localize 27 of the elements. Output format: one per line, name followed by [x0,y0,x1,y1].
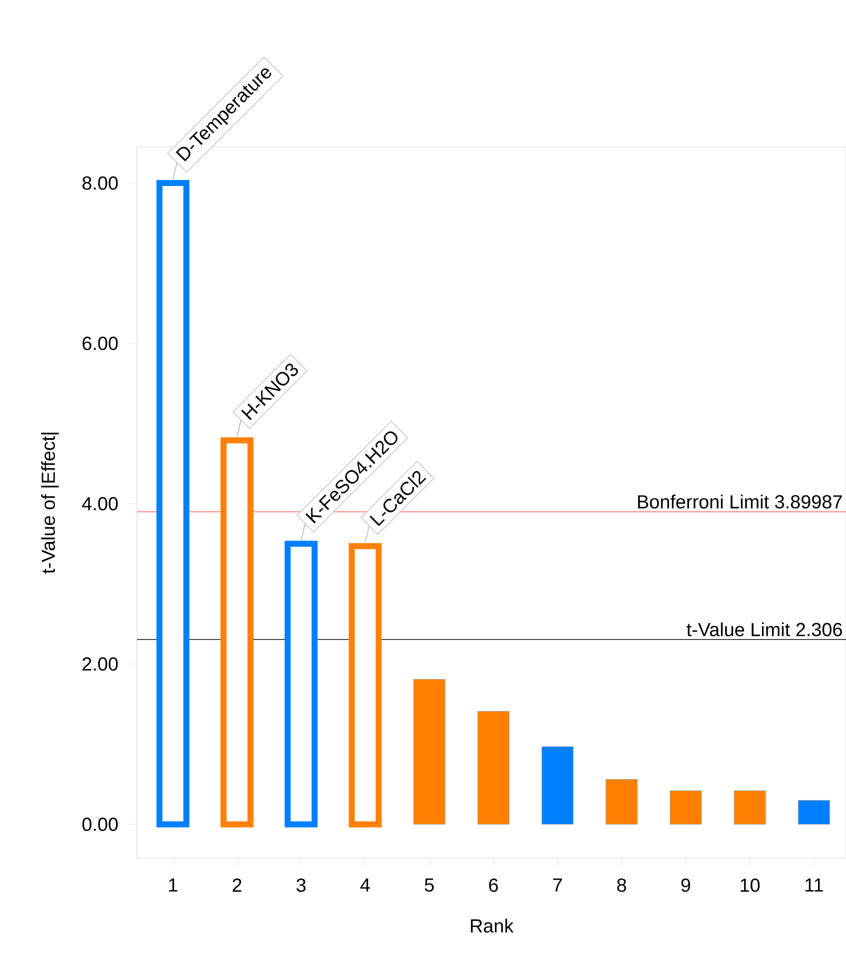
bar [606,779,638,825]
x-tick-label: 6 [489,878,498,892]
y-axis-title: t-Value of |Effect| [41,432,59,574]
bar [542,746,574,825]
x-tick-label: 1 [169,878,178,892]
x-tick-label: 9 [681,878,690,892]
x-tick-label: 5 [424,878,434,892]
x-tick-label: 2 [232,878,242,892]
y-tick-label: 8.00 [82,176,118,190]
ref-line-label: Bonferroni Limit 3.89987 [638,494,842,509]
y-tick-label: 4.00 [82,496,118,510]
x-tick-label: 10 [740,878,760,892]
x-tick-label: 8 [617,878,626,892]
x-axis-title: Rank [470,918,514,933]
x-tick-label: 4 [360,878,370,892]
y-tick-label: 2.00 [82,657,118,671]
x-tick-label: 11 [806,878,823,892]
bar [798,800,830,825]
x-tick-label: 7 [553,878,562,892]
bar [670,790,702,825]
y-tick-label: 0.00 [82,818,118,832]
bar [413,678,446,825]
x-tick-label: 3 [296,878,306,892]
ref-line-label: t-Value Limit 2.306 [686,622,842,636]
y-tick-label: 6.00 [82,336,118,350]
bar [734,790,766,825]
bar [477,711,510,825]
